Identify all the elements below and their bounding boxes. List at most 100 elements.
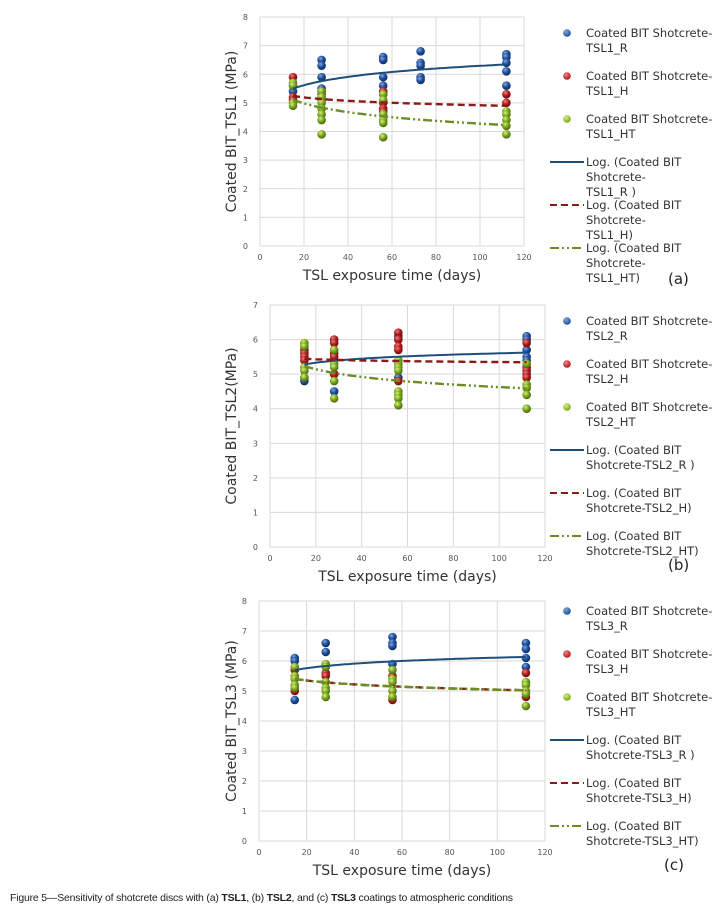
chart-c-point-r — [388, 641, 397, 651]
chart-a-legend-label: Coated BIT Shotcrete- TSL1_H — [586, 69, 724, 99]
chart-a-point-r — [378, 72, 388, 82]
chart-a-point-ht — [502, 130, 511, 139]
caption-tsl3: TSL3 — [330, 892, 356, 904]
chart-a-y-tick-label: 2 — [243, 185, 248, 194]
chart-a-legend-label: Log. (Coated BIT Shotcrete- TSL1_R ) — [586, 155, 724, 200]
legend-line-ht-icon — [550, 825, 584, 827]
chart-b-y-tick-label: 2 — [253, 474, 258, 483]
chart-b-legend-label: Log. (Coated BIT Shotcrete-TSL2_HT) — [586, 529, 724, 559]
chart-a-legend-item: Coated BIT Shotcrete- TSL1_R — [548, 26, 724, 62]
legend-label-line: Log. (Coated BIT Shotcrete- — [586, 198, 682, 227]
legend-line-ht-icon — [550, 247, 584, 249]
chart-b-x-tick-label: 120 — [537, 554, 552, 563]
chart-a-point-h — [502, 89, 511, 99]
chart-a-trendline-h — [292, 94, 507, 107]
legend-label-line: TSL1_H — [586, 84, 629, 98]
chart-a-point-r — [502, 58, 511, 68]
legend-label-line: TSL2_HT — [586, 415, 636, 429]
chart-b-point-h — [522, 338, 531, 348]
legend-label-line: TSL3_H — [586, 662, 629, 676]
chart-c-legend-label: Log. (Coated BIT Shotcrete-TSL3_HT) — [586, 819, 724, 849]
chart-c-legend-label: Log. (Coated BIT Shotcrete-TSL3_R ) — [586, 733, 724, 763]
legend-label-line: Log. (Coated BIT Shotcrete- — [586, 155, 682, 184]
chart-a-y-tick-label: 6 — [243, 70, 248, 79]
chart-a-x-axis-title: TSL exposure time (days) — [302, 268, 482, 284]
chart-b-trendline-ht — [304, 364, 527, 390]
chart-panel-a: 0 20 40 60 80 100 120 0 1 2 3 4 5 6 7 8 TSL exposure tim… — [0, 0, 724, 296]
chart-c-y-axis-title: Coated BIT_TSL3 (MPa) — [224, 640, 240, 802]
chart-b-legend-item: Log. (Coated BIT Shotcrete-TSL2_R ) — [548, 443, 724, 479]
chart-c-series-r — [290, 632, 531, 705]
chart-c-point-ht — [290, 683, 300, 693]
chart-b-legend-item: Coated BIT Shotcrete- TSL2_H — [548, 357, 724, 393]
chart-c-y-tick-label: 0 — [242, 837, 247, 846]
chart-b-x-tick-label: 80 — [448, 554, 458, 563]
chart-b-point-ht — [300, 366, 309, 375]
chart-c-point-r — [521, 644, 531, 654]
legend-label-line: TSL3_HT — [586, 705, 636, 719]
chart-c-x-axis-title: TSL exposure time (days) — [312, 863, 492, 879]
chart-b-point-ht — [522, 390, 531, 400]
legend-label-line: TSL1_R — [586, 41, 628, 55]
chart-a-legend-item: Log. (Coated BIT Shotcrete- TSL1_H) — [548, 198, 724, 242]
chart-b-legend-label: Coated BIT Shotcrete- TSL2_H — [586, 357, 724, 387]
legend-label-line: Coated BIT Shotcrete- — [586, 69, 713, 83]
legend-marker-r-icon — [563, 317, 571, 325]
legend-label-line: Shotcrete-TSL3_HT) — [586, 834, 699, 848]
legend-line-r-icon — [550, 161, 584, 163]
chart-a-x-tick-label: 80 — [431, 253, 441, 262]
chart-b-series-h — [300, 328, 531, 386]
chart-c-point-ht — [388, 677, 397, 687]
legend-label-line: Coated BIT Shotcrete- — [586, 26, 713, 40]
legend-label-line: Log. (Coated BIT — [586, 486, 682, 500]
legend-label-line: Coated BIT Shotcrete- — [586, 314, 713, 328]
chart-a-x-tick-label: 120 — [516, 253, 531, 262]
chart-c-y-tick-label: 7 — [242, 627, 247, 636]
chart-panel-b: 0 20 40 60 80 100 120 0 1 2 3 4 5 6 7 TSL exposure time… — [0, 296, 724, 592]
legend-marker-r-icon — [563, 29, 571, 37]
chart-b-point-ht — [394, 366, 403, 375]
chart-c-legend-label: Coated BIT Shotcrete- TSL3_R — [586, 604, 724, 634]
chart-b-point-ht — [329, 376, 339, 386]
chart-a-y-tick-label: 8 — [243, 13, 248, 22]
chart-a-x-tick-label: 20 — [299, 253, 309, 262]
chart-b-x-tick-label: 40 — [357, 554, 367, 563]
chart-a-point-r — [502, 81, 511, 90]
legend-label-line: Log. (Coated BIT Shotcrete- — [586, 241, 682, 270]
chart-a-point-ht — [502, 121, 511, 131]
chart-b-legend-label: Coated BIT Shotcrete- TSL2_HT — [586, 400, 724, 430]
chart-a-legend-label: Log. (Coated BIT Shotcrete- TSL1_H) — [586, 198, 724, 243]
chart-c-legend-label: Coated BIT Shotcrete- TSL3_H — [586, 647, 724, 677]
legend-label-line: Log. (Coated BIT — [586, 776, 682, 790]
chart-c-y-tick-label: 2 — [242, 777, 247, 786]
chart-b-point-ht — [394, 400, 403, 410]
chart-a-x-tick-label: 100 — [472, 253, 487, 262]
chart-c-x-tick-label: 60 — [397, 848, 407, 857]
legend-label-line: Shotcrete-TSL2_HT) — [586, 544, 699, 558]
chart-c-point-r — [521, 662, 531, 672]
chart-c-legend-item: Log. (Coated BIT Shotcrete-TSL3_R ) — [548, 733, 724, 769]
chart-b-x-tick-label: 20 — [311, 554, 321, 563]
chart-b-point-h — [394, 335, 403, 344]
chart-c-x-tick-label: 80 — [445, 848, 455, 857]
chart-a-y-tick-label: 0 — [243, 242, 248, 251]
chart-b-y-axis-title: Coated BIT_TSL2(MPa) — [224, 347, 240, 504]
caption-mid2: , and (c) — [291, 892, 331, 904]
chart-a-point-r — [502, 67, 511, 76]
chart-a-point-r — [317, 61, 326, 70]
chart-a-point-ht — [288, 101, 298, 111]
chart-panel-c: 0 20 40 60 80 100 120 0 1 2 3 4 5 6 7 8 TSL exposure tim… — [0, 592, 724, 888]
chart-b-y-tick-label: 6 — [253, 336, 258, 345]
chart-b-y-tick-label: 3 — [253, 439, 258, 448]
chart-a-svg: 0 20 40 60 80 100 120 0 1 2 3 4 5 6 7 8 TSL exposure tim… — [224, 13, 532, 284]
chart-b-svg: 0 20 40 60 80 100 120 0 1 2 3 4 5 6 7 TSL exposure time… — [224, 301, 553, 585]
chart-c-x-tick-label: 0 — [256, 848, 261, 857]
figure-caption: Figure 5—Sensitivity of shotcrete discs … — [10, 892, 513, 904]
chart-a-x-tick-label: 40 — [343, 253, 353, 262]
chart-a-point-ht — [317, 130, 326, 139]
legend-marker-r-icon — [563, 607, 571, 615]
legend-line-ht-icon — [550, 535, 584, 537]
chart-a-legend-item: Log. (Coated BIT Shotcrete- TSL1_HT) — [548, 241, 724, 285]
chart-c-x-tick-label: 20 — [302, 848, 312, 857]
caption-suffix: coatings to atmospheric conditions — [355, 892, 514, 904]
